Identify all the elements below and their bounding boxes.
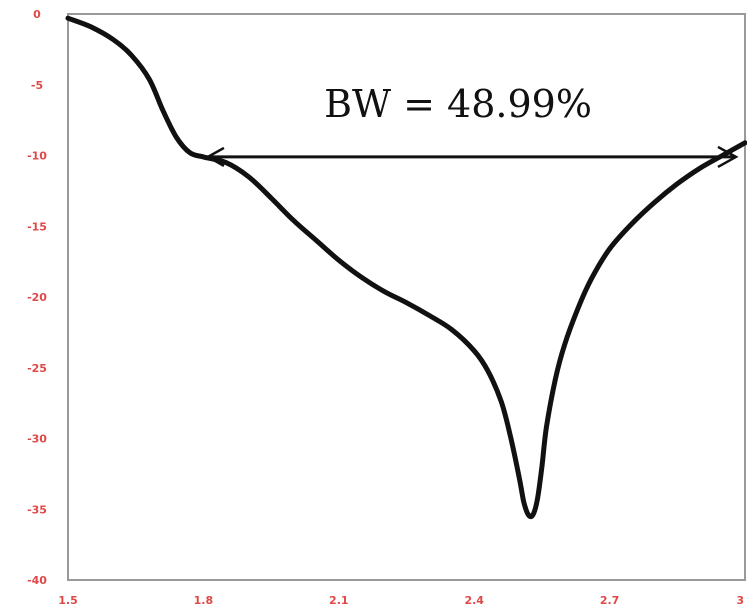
y-tick-label: -15 [27, 220, 47, 233]
y-tick-label: 0 [33, 8, 41, 21]
series-line [65, 15, 747, 520]
y-tick-label: -5 [31, 79, 43, 92]
y-tick-label: -40 [27, 574, 47, 587]
x-tick-label: 2.1 [329, 594, 349, 607]
x-tick-label: 1.5 [58, 594, 78, 607]
y-tick-label: -25 [27, 362, 47, 375]
y-tick-label: -10 [27, 150, 47, 163]
x-tick-label: 2.7 [600, 594, 620, 607]
y-tick-label: -20 [27, 291, 47, 304]
y-tick-label: -35 [27, 503, 47, 516]
x-tick-label: 3 [736, 594, 744, 607]
plot-frame [67, 13, 746, 581]
x-tick-label: 2.4 [464, 594, 484, 607]
y-tick-label: -30 [27, 433, 47, 446]
bandwidth-annotation-text: BW = 48.99% [324, 82, 592, 126]
x-tick-label: 1.8 [194, 594, 214, 607]
bandwidth-arrow [205, 145, 739, 169]
